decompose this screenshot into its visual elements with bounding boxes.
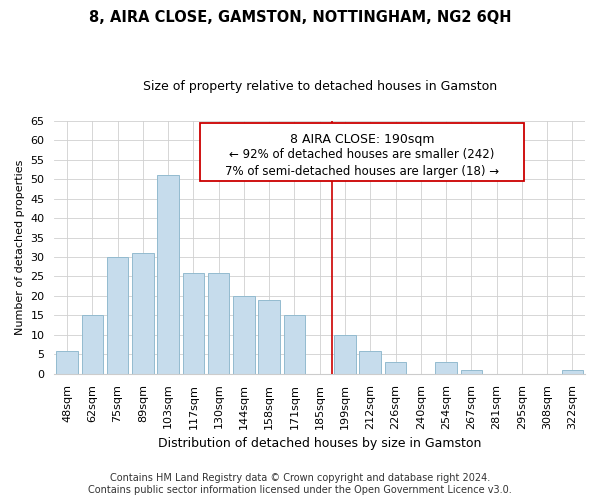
Text: 8 AIRA CLOSE: 190sqm: 8 AIRA CLOSE: 190sqm xyxy=(290,133,434,146)
Text: Contains HM Land Registry data © Crown copyright and database right 2024.
Contai: Contains HM Land Registry data © Crown c… xyxy=(88,474,512,495)
Bar xyxy=(385,362,406,374)
Bar xyxy=(233,296,254,374)
Bar xyxy=(284,316,305,374)
FancyBboxPatch shape xyxy=(200,123,524,182)
Y-axis label: Number of detached properties: Number of detached properties xyxy=(15,160,25,335)
Text: 8, AIRA CLOSE, GAMSTON, NOTTINGHAM, NG2 6QH: 8, AIRA CLOSE, GAMSTON, NOTTINGHAM, NG2 … xyxy=(89,10,511,25)
Text: 7% of semi-detached houses are larger (18) →: 7% of semi-detached houses are larger (1… xyxy=(225,165,499,178)
Bar xyxy=(107,257,128,374)
Bar xyxy=(334,335,356,374)
Bar xyxy=(182,272,204,374)
X-axis label: Distribution of detached houses by size in Gamston: Distribution of detached houses by size … xyxy=(158,437,481,450)
Title: Size of property relative to detached houses in Gamston: Size of property relative to detached ho… xyxy=(143,80,497,93)
Bar xyxy=(82,316,103,374)
Bar xyxy=(208,272,229,374)
Bar xyxy=(359,350,381,374)
Bar xyxy=(461,370,482,374)
Bar xyxy=(132,253,154,374)
Bar xyxy=(157,175,179,374)
Bar xyxy=(56,350,78,374)
Bar xyxy=(259,300,280,374)
Bar xyxy=(435,362,457,374)
Text: ← 92% of detached houses are smaller (242): ← 92% of detached houses are smaller (24… xyxy=(229,148,495,162)
Bar xyxy=(562,370,583,374)
